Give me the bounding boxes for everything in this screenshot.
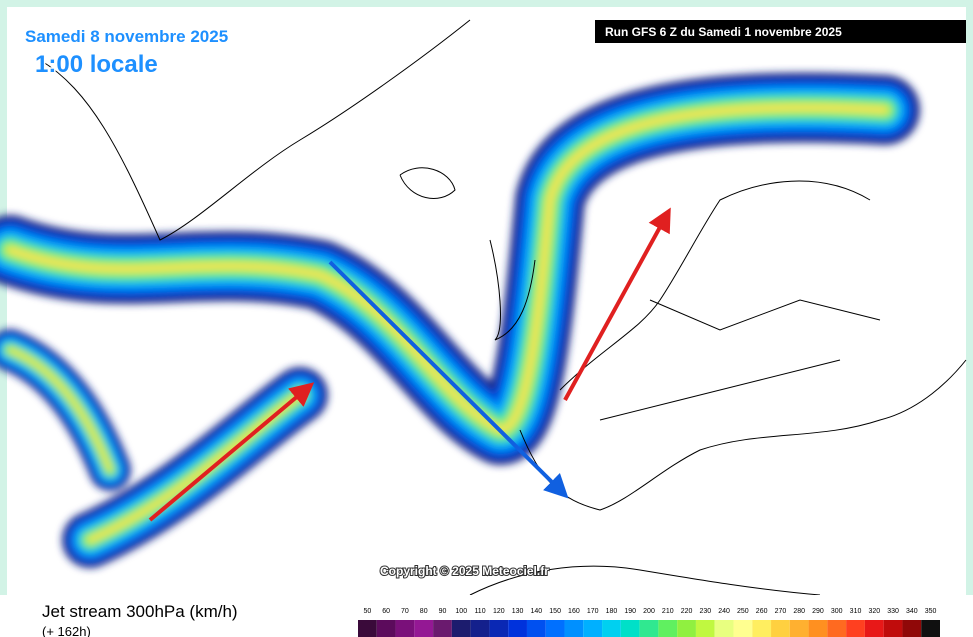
scale-label: 220 (681, 608, 693, 615)
scale-label: 250 (737, 608, 749, 615)
jet-band (8, 348, 112, 472)
swatch (883, 620, 903, 637)
swatch (695, 620, 715, 637)
time: 1:00 locale (35, 51, 158, 78)
scale-label: 180 (606, 608, 618, 615)
swatch (451, 620, 471, 637)
arrow (328, 260, 569, 499)
scale-label: 260 (756, 608, 768, 615)
scale-label: 340 (906, 608, 918, 615)
swatch (864, 620, 884, 637)
scale-label: 270 (775, 608, 787, 615)
scale-label: 130 (512, 608, 524, 615)
swatch (489, 620, 509, 637)
swatch (902, 620, 922, 637)
scale-label: 140 (531, 608, 543, 615)
swatch (395, 620, 415, 637)
arrow (563, 207, 671, 401)
color-scale: 50 60 70 80 90 100 110 120 130 140 150 160 170 180 190… (358, 608, 940, 637)
scale-label: 160 (568, 608, 580, 615)
scale-label: 350 (925, 608, 937, 615)
scale-label: 240 (718, 608, 730, 615)
swatch (714, 620, 734, 637)
scale-label: 170 (587, 608, 599, 615)
legend-title: Jet stream 300hPa (km/h) (42, 602, 238, 621)
swatch (620, 620, 640, 637)
swatch (846, 620, 865, 637)
swatch (414, 620, 434, 637)
swatch (376, 620, 396, 637)
swatch (526, 620, 546, 637)
scale-label: 120 (493, 608, 505, 615)
scale-label: 110 (474, 608, 485, 615)
run: Run GFS 6 Z du Samedi 1 novembre 2025 (605, 25, 842, 39)
date: Samedi 8 novembre 2025 (25, 27, 228, 46)
swatch (827, 620, 847, 637)
scale-label: 320 (868, 608, 880, 615)
scale-label: 190 (624, 608, 636, 615)
scale-label: 280 (793, 608, 805, 615)
swatch (470, 620, 490, 637)
scale-label: 290 (812, 608, 824, 615)
swatch (583, 620, 603, 637)
scale-label: 60 (382, 608, 390, 615)
swatch (658, 620, 678, 637)
swatch (921, 620, 940, 637)
lead-time: (+ 162h) (42, 624, 91, 637)
swatch (433, 620, 452, 637)
scale-label: 80 (420, 608, 428, 615)
run-box (595, 20, 966, 43)
scale-label: 100 (455, 608, 467, 615)
swatch (808, 620, 828, 637)
swatch (771, 620, 790, 637)
scale-label: 210 (662, 608, 674, 615)
swatch (789, 620, 809, 637)
scale-label: 70 (401, 608, 409, 615)
arrow (148, 382, 315, 522)
swatch (564, 620, 584, 637)
swatch (733, 620, 753, 637)
swatch (639, 620, 659, 637)
swatch (677, 620, 696, 637)
scale-label: 50 (363, 608, 371, 615)
scale-label: 150 (549, 608, 561, 615)
scale-label: 200 (643, 608, 655, 615)
scale-label: 90 (439, 608, 447, 615)
scale-label: 300 (831, 608, 843, 615)
swatch (358, 620, 377, 637)
swatch (752, 620, 772, 637)
scale-label: 330 (887, 608, 899, 615)
swatch (508, 620, 527, 637)
swatch (602, 620, 621, 637)
copyright: Copyright © 2025 Meteociel.fr (380, 564, 549, 578)
scale-label: 230 (699, 608, 711, 615)
scale-label: 310 (850, 608, 862, 615)
swatch (545, 620, 565, 637)
